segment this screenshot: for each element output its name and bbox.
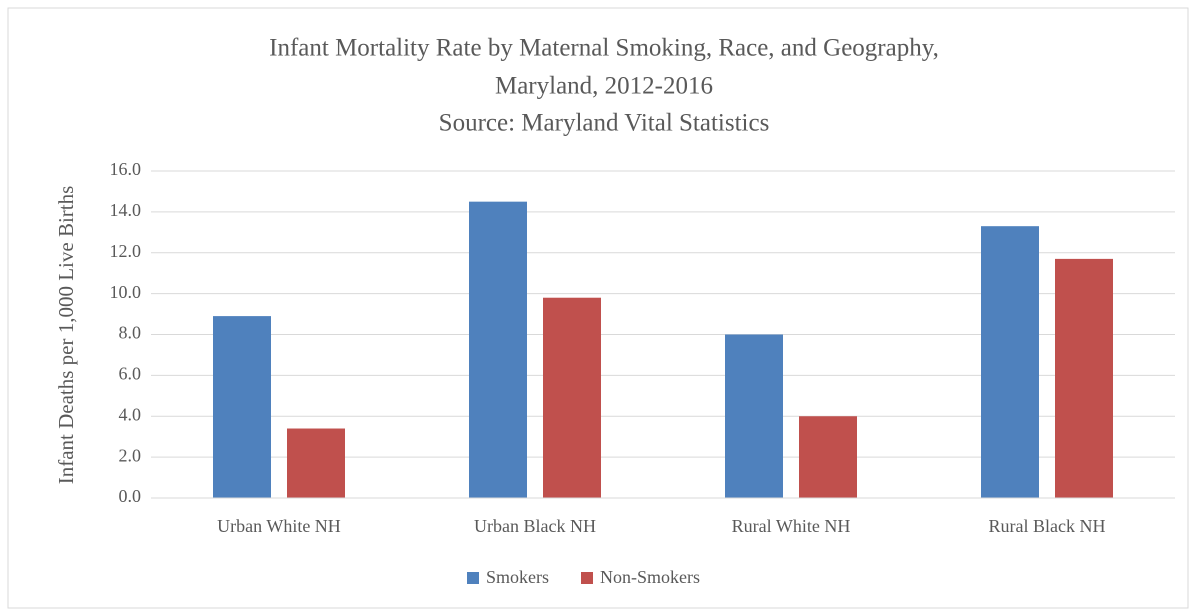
y-tick-label: 4.0 — [119, 404, 142, 424]
bar — [1055, 258, 1113, 498]
bar — [287, 428, 345, 498]
y-tick-label: 2.0 — [119, 445, 142, 465]
legend-label: Smokers — [486, 567, 549, 587]
x-tick-label: Urban Black NH — [474, 516, 596, 536]
y-tick-label: 16.0 — [110, 159, 142, 179]
bar — [799, 416, 857, 498]
bar — [213, 316, 271, 498]
chart-title: Maryland, 2012-2016 — [495, 73, 713, 100]
x-tick-label: Rural White NH — [732, 516, 851, 536]
bar — [981, 226, 1039, 498]
x-tick-label: Rural Black NH — [989, 516, 1106, 536]
chart-title: Infant Mortality Rate by Maternal Smokin… — [269, 35, 939, 62]
chart-subtitle: Source: Maryland Vital Statistics — [439, 110, 770, 137]
y-tick-label: 8.0 — [119, 323, 142, 343]
bar — [469, 201, 527, 498]
legend-swatch — [581, 572, 593, 584]
legend-label: Non-Smokers — [600, 567, 700, 587]
bar — [543, 297, 601, 498]
x-tick-label: Urban White NH — [217, 516, 341, 536]
y-tick-label: 6.0 — [119, 364, 142, 384]
bar — [725, 334, 783, 498]
y-tick-label: 0.0 — [119, 486, 142, 506]
y-tick-label: 10.0 — [110, 282, 142, 302]
y-axis-label: Infant Deaths per 1,000 Live Births — [54, 186, 78, 485]
y-tick-label: 12.0 — [110, 241, 142, 261]
y-tick-label: 14.0 — [110, 200, 142, 220]
legend-swatch — [467, 572, 479, 584]
